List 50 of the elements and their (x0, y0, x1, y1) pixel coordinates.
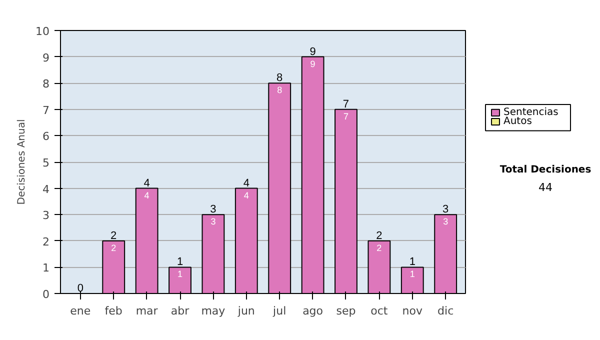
total-label: 3 (210, 204, 216, 216)
x-tick-label: nov (402, 304, 423, 318)
y-axis-title: Decisiones Anual (16, 119, 28, 205)
y-tick-label: 3 (42, 209, 50, 222)
y-tick-label: 6 (42, 130, 50, 144)
data-label: 1 (178, 269, 183, 280)
legend-label: Autos (504, 116, 532, 128)
data-label: 3 (443, 216, 448, 227)
total-label: 2 (376, 230, 382, 242)
x-tick-label: ago (302, 304, 324, 318)
x-tick-label: may (201, 304, 226, 318)
data-label: 9 (310, 58, 316, 69)
y-tick-label: 1 (42, 262, 50, 275)
data-label: 7 (343, 111, 349, 122)
total-label: 4 (243, 177, 250, 190)
total-label: 7 (342, 98, 350, 110)
text: 44 (538, 181, 552, 194)
total-label: 0 (77, 282, 84, 294)
total-label: 8 (276, 72, 283, 84)
x-tick-label: abr (170, 304, 190, 318)
data-label: 1 (410, 269, 415, 280)
y-tick-label: 5 (42, 156, 50, 170)
total-label: 2 (110, 230, 117, 242)
x-tick-label: jul (272, 304, 286, 318)
y-tick-label: 2 (42, 235, 50, 248)
data-label: 3 (210, 216, 216, 227)
total-label: 4 (144, 177, 150, 190)
y-tick-label: 0 (42, 288, 50, 301)
y-tick-label: 9 (42, 51, 50, 64)
x-tick-label: jun (236, 304, 255, 318)
text: Total Decisiones (500, 164, 592, 176)
data-label: 4 (244, 190, 249, 200)
x-tick-label: ene (70, 304, 91, 318)
data-label: 4 (144, 190, 150, 200)
data-label: 8 (277, 85, 282, 96)
x-tick-label: oct (370, 304, 388, 318)
data-label: 2 (111, 242, 116, 253)
x-tick-label: sep (336, 304, 356, 318)
y-tick-label: 7 (42, 104, 50, 117)
total-label: 1 (409, 256, 416, 268)
data-label: 2 (376, 242, 382, 253)
total-label: 9 (310, 46, 316, 58)
y-tick-label: 10 (36, 25, 50, 38)
total-label: 3 (442, 204, 449, 216)
y-tick-label: 4 (42, 182, 50, 196)
total-label: 1 (176, 256, 184, 268)
x-tick-label: dic (438, 304, 454, 318)
y-tick-label: 8 (42, 78, 50, 91)
x-tick-label: feb (104, 304, 122, 318)
x-tick-label: mar (136, 304, 158, 318)
